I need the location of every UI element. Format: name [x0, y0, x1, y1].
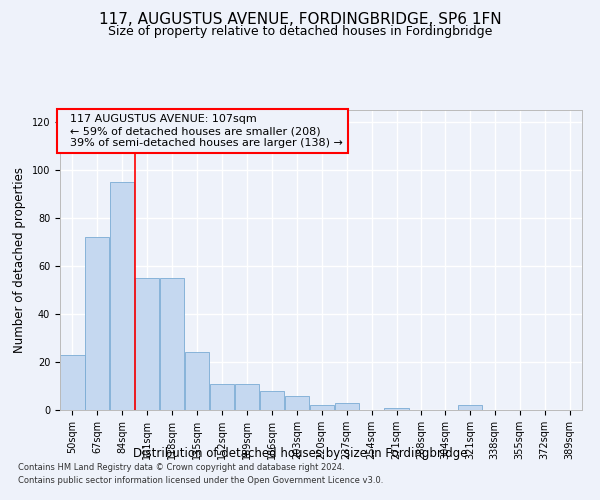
Text: Distribution of detached houses by size in Fordingbridge: Distribution of detached houses by size … — [133, 448, 467, 460]
Text: 117 AUGUSTUS AVENUE: 107sqm
  ← 59% of detached houses are smaller (208)
  39% o: 117 AUGUSTUS AVENUE: 107sqm ← 59% of det… — [62, 114, 343, 148]
Bar — [61, 355, 85, 410]
Bar — [385, 408, 409, 410]
Bar — [185, 352, 209, 410]
Bar — [285, 396, 309, 410]
Bar — [310, 405, 334, 410]
Text: Contains HM Land Registry data © Crown copyright and database right 2024.: Contains HM Land Registry data © Crown c… — [18, 464, 344, 472]
Text: Contains public sector information licensed under the Open Government Licence v3: Contains public sector information licen… — [18, 476, 383, 485]
Bar — [85, 237, 109, 410]
Bar — [235, 384, 259, 410]
Bar — [160, 278, 184, 410]
Bar — [260, 391, 284, 410]
Bar — [110, 182, 134, 410]
Text: 117, AUGUSTUS AVENUE, FORDINGBRIDGE, SP6 1FN: 117, AUGUSTUS AVENUE, FORDINGBRIDGE, SP6… — [98, 12, 502, 28]
Text: Size of property relative to detached houses in Fordingbridge: Size of property relative to detached ho… — [108, 25, 492, 38]
Y-axis label: Number of detached properties: Number of detached properties — [13, 167, 26, 353]
Bar — [458, 405, 482, 410]
Bar — [135, 278, 160, 410]
Bar — [210, 384, 234, 410]
Bar — [335, 403, 359, 410]
